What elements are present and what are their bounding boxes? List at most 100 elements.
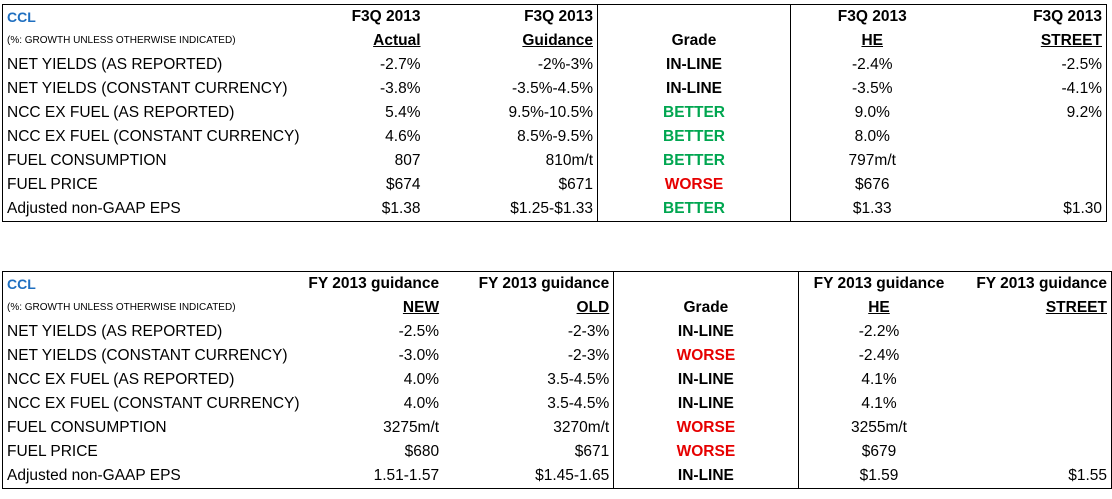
grade: BETTER <box>597 149 791 173</box>
grade: IN-LINE <box>613 464 799 489</box>
col-street-label: STREET <box>1045 299 1107 316</box>
table-row: FUEL PRICE $674 $671 WORSE $676 <box>3 173 1107 197</box>
table-row: Adjusted non-GAAP EPS $1.38 $1.25-$1.33 BET… <box>3 197 1107 222</box>
row-label: NET YIELDS (CONSTANT CURRENCY) <box>7 80 288 97</box>
col-new-period: FY 2013 guidance <box>308 275 440 292</box>
growth-note: (%: GROWTH UNLESS OTHERWISE INDICATED) <box>7 35 236 46</box>
table-row: FUEL CONSUMPTION 3275m/t 3270m/t WORSE 3255m… <box>3 416 1112 440</box>
street-value <box>954 173 1107 197</box>
street-value: $1.55 <box>1068 467 1107 484</box>
he-value: 9.0% <box>854 104 890 121</box>
row-label: NCC EX FUEL (AS REPORTED) <box>7 371 235 388</box>
table-row: NCC EX FUEL (CONSTANT CURRENCY) 4.0% 3.5-4… <box>3 392 1112 416</box>
value-col-2: 3.5-4.5% <box>547 371 610 388</box>
row-label: NET YIELDS (AS REPORTED) <box>7 56 223 73</box>
grade: WORSE <box>613 416 799 440</box>
value-col-1: -3.0% <box>398 347 440 364</box>
street-value <box>959 392 1111 416</box>
value-col-1: 4.0% <box>403 371 440 388</box>
table-row: NCC EX FUEL (AS REPORTED) 5.4% 9.5%-10.5% B… <box>3 101 1107 125</box>
row-label: NET YIELDS (AS REPORTED) <box>7 323 223 340</box>
table-row: FUEL CONSUMPTION 807 810m/t BETTER 797m/t <box>3 149 1107 173</box>
value-col-2: 9.5%-10.5% <box>508 104 593 121</box>
col-old-label: OLD <box>576 299 610 316</box>
he-value: -2.2% <box>858 323 900 340</box>
value-col-1: $1.38 <box>381 200 421 217</box>
grade: WORSE <box>613 344 799 368</box>
grade: IN-LINE <box>613 368 799 392</box>
table-row: FUEL PRICE $680 $671 WORSE $679 <box>3 440 1112 464</box>
row-label: NCC EX FUEL (CONSTANT CURRENCY) <box>7 395 300 412</box>
he-value: 3255m/t <box>850 419 907 436</box>
col-guidance-label: Guidance <box>522 32 593 49</box>
col-old-period: FY 2013 guidance <box>478 275 610 292</box>
he-value: -2.4% <box>858 347 900 364</box>
col-he-period: FY 2013 guidance <box>813 275 945 292</box>
header-row-top: CCL F3Q 2013 F3Q 2013 F3Q 2013 F3Q 2013 <box>3 4 1107 29</box>
row-label: Adjusted non-GAAP EPS <box>7 200 181 217</box>
company-ticker: CCL <box>7 276 36 292</box>
col-he-period: F3Q 2013 <box>837 8 907 25</box>
row-label: NCC EX FUEL (AS REPORTED) <box>7 104 235 121</box>
value-col-1: -3.8% <box>380 80 421 97</box>
grade: WORSE <box>613 440 799 464</box>
grade: IN-LINE <box>597 53 791 77</box>
street-value <box>954 125 1107 149</box>
street-value: 9.2% <box>1066 104 1102 121</box>
col-new-label: NEW <box>402 299 440 316</box>
col-street-period: F3Q 2013 <box>1033 8 1102 25</box>
col-grade-label: Grade <box>597 29 791 53</box>
header-row-bottom: (%: GROWTH UNLESS OTHERWISE INDICATED) N… <box>3 296 1112 320</box>
col-he-label: HE <box>861 32 884 49</box>
grade: IN-LINE <box>613 320 799 344</box>
grade: BETTER <box>597 101 791 125</box>
value-col-1: 4.6% <box>385 128 421 145</box>
company-ticker: CCL <box>7 9 36 25</box>
he-value: $1.33 <box>852 200 892 217</box>
f3q-2013-results-table: CCL F3Q 2013 F3Q 2013 F3Q 2013 F3Q 2013 … <box>2 4 1107 222</box>
value-col-1: 5.4% <box>385 104 421 121</box>
col-actual-period: F3Q 2013 <box>351 8 421 25</box>
table-body: CCL FY 2013 guidance FY 2013 guidance FY… <box>3 271 1112 489</box>
value-col-2: 3.5-4.5% <box>547 395 610 412</box>
street-value <box>959 440 1111 464</box>
he-value: $1.59 <box>859 467 899 484</box>
he-value: 797m/t <box>848 152 896 169</box>
table-row: NET YIELDS (AS REPORTED) -2.7% -2%-3% IN-LI… <box>3 53 1107 77</box>
value-col-2: -3.5%-4.5% <box>512 80 593 97</box>
street-value <box>959 320 1111 344</box>
row-label: FUEL CONSUMPTION <box>7 419 167 436</box>
street-value <box>959 368 1111 392</box>
row-label: Adjusted non-GAAP EPS <box>7 467 181 484</box>
grade: BETTER <box>597 197 791 222</box>
street-value: $1.30 <box>1063 200 1102 217</box>
street-value <box>954 149 1107 173</box>
street-value: -2.5% <box>1061 56 1103 73</box>
row-label: NCC EX FUEL (CONSTANT CURRENCY) <box>7 128 300 145</box>
value-col-2: $671 <box>574 443 610 460</box>
row-label: FUEL PRICE <box>7 176 98 193</box>
he-value: 4.1% <box>861 395 897 412</box>
table-row: NCC EX FUEL (AS REPORTED) 4.0% 3.5-4.5% IN-… <box>3 368 1112 392</box>
value-col-1: $680 <box>404 443 440 460</box>
col-street-period: FY 2013 guidance <box>976 275 1107 292</box>
street-value: -4.1% <box>1061 80 1103 97</box>
table-row: NET YIELDS (AS REPORTED) -2.5% -2-3% IN-LIN… <box>3 320 1112 344</box>
grade: IN-LINE <box>613 392 799 416</box>
he-value: -3.5% <box>852 80 893 97</box>
value-col-2: -2-3% <box>567 323 610 340</box>
col-guidance-period: F3Q 2013 <box>524 8 593 25</box>
col-actual-label: Actual <box>373 32 421 49</box>
value-col-2: -2-3% <box>567 347 610 364</box>
table-row: Adjusted non-GAAP EPS 1.51-1.57 $1.45-1.65… <box>3 464 1112 489</box>
grade: IN-LINE <box>597 77 791 101</box>
row-label: FUEL CONSUMPTION <box>7 152 167 169</box>
value-col-1: -2.5% <box>398 323 440 340</box>
col-street-label: STREET <box>1040 32 1102 49</box>
row-label: FUEL PRICE <box>7 443 98 460</box>
he-value: -2.4% <box>852 56 893 73</box>
value-col-2: 810m/t <box>545 152 593 169</box>
grade: BETTER <box>597 125 791 149</box>
value-col-2: $1.45-1.65 <box>535 467 610 484</box>
col-grade-top <box>613 271 799 296</box>
